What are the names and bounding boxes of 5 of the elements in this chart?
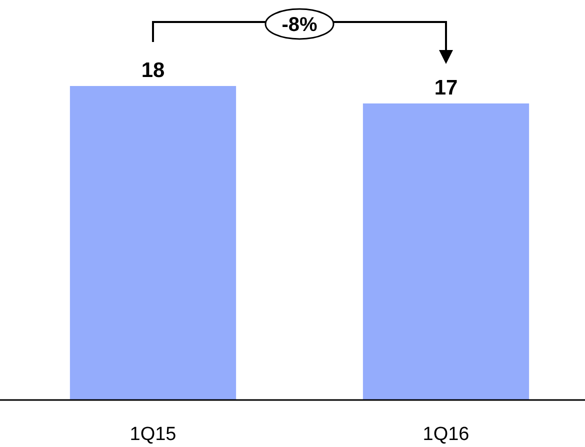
x-tick-label: 1Q16 (422, 424, 470, 445)
data-label: 17 (434, 76, 458, 100)
x-tick-label: 1Q15 (130, 424, 176, 445)
data-label: 18 (141, 59, 165, 82)
text: -8% (282, 14, 318, 36)
